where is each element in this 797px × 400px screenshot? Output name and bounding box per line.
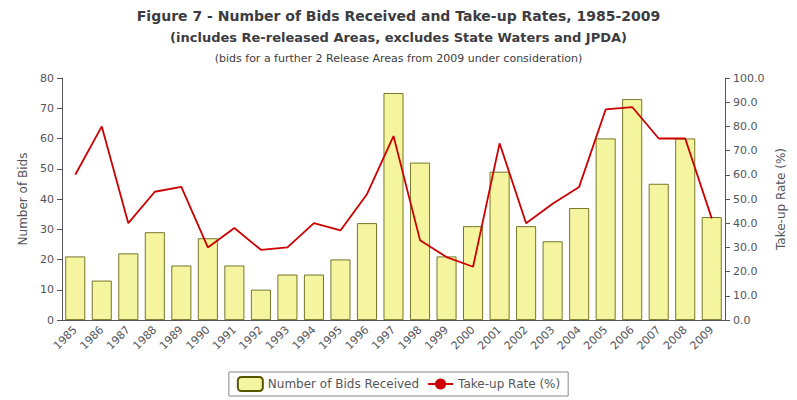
- svg-text:2002: 2002: [502, 323, 531, 352]
- svg-text:Number of Bids Received: Number of Bids Received: [268, 377, 419, 391]
- svg-text:1999: 1999: [422, 323, 451, 352]
- svg-text:(includes Re-released Areas, e: (includes Re-released Areas, excludes St…: [170, 30, 627, 45]
- svg-text:50: 50: [40, 162, 54, 175]
- svg-text:1992: 1992: [237, 323, 266, 352]
- svg-text:10.0: 10.0: [733, 289, 758, 302]
- svg-text:90.0: 90.0: [733, 96, 758, 109]
- svg-text:2004: 2004: [555, 323, 584, 352]
- svg-text:30.0: 30.0: [733, 241, 758, 254]
- svg-text:1991: 1991: [210, 323, 239, 352]
- svg-text:40.0: 40.0: [733, 217, 758, 230]
- svg-text:20.0: 20.0: [733, 265, 758, 278]
- svg-text:1997: 1997: [369, 323, 398, 352]
- svg-text:100.0: 100.0: [733, 72, 765, 85]
- svg-text:1986: 1986: [77, 323, 106, 352]
- svg-text:2000: 2000: [449, 323, 478, 352]
- svg-text:1998: 1998: [396, 323, 425, 352]
- svg-text:Number of Bids: Number of Bids: [16, 153, 30, 246]
- svg-text:1987: 1987: [104, 323, 133, 352]
- svg-text:20: 20: [40, 253, 54, 266]
- svg-text:70.0: 70.0: [733, 144, 758, 157]
- svg-text:1993: 1993: [263, 323, 292, 352]
- svg-text:60.0: 60.0: [733, 168, 758, 181]
- svg-text:1989: 1989: [157, 323, 186, 352]
- svg-text:2003: 2003: [528, 323, 557, 352]
- svg-text:1995: 1995: [316, 323, 345, 352]
- svg-text:60: 60: [40, 132, 54, 145]
- svg-text:Take-up Rate (%): Take-up Rate (%): [774, 148, 788, 251]
- svg-text:70: 70: [40, 102, 54, 115]
- svg-text:10: 10: [40, 283, 54, 296]
- svg-text:2005: 2005: [581, 323, 610, 352]
- svg-text:1985: 1985: [51, 323, 80, 352]
- svg-text:Take-up Rate (%): Take-up Rate (%): [457, 377, 560, 391]
- svg-text:1990: 1990: [183, 323, 212, 352]
- svg-text:2009: 2009: [687, 323, 716, 352]
- svg-text:2006: 2006: [608, 323, 637, 352]
- svg-text:50.0: 50.0: [733, 193, 758, 206]
- svg-text:1994: 1994: [290, 323, 319, 352]
- svg-text:1988: 1988: [130, 323, 159, 352]
- svg-text:(bids for a further 2 Release: (bids for a further 2 Release Areas from…: [215, 52, 583, 65]
- svg-text:2001: 2001: [475, 323, 504, 352]
- svg-text:40: 40: [40, 193, 54, 206]
- svg-text:80: 80: [40, 72, 54, 85]
- svg-text:Figure 7 - Number of Bids Rece: Figure 7 - Number of Bids Received and T…: [137, 8, 660, 24]
- svg-text:2007: 2007: [634, 323, 663, 352]
- svg-text:1996: 1996: [343, 323, 372, 352]
- svg-text:80.0: 80.0: [733, 120, 758, 133]
- svg-text:0: 0: [47, 314, 54, 327]
- svg-text:0.0: 0.0: [733, 314, 751, 327]
- svg-text:30: 30: [40, 223, 54, 236]
- svg-text:2008: 2008: [661, 323, 690, 352]
